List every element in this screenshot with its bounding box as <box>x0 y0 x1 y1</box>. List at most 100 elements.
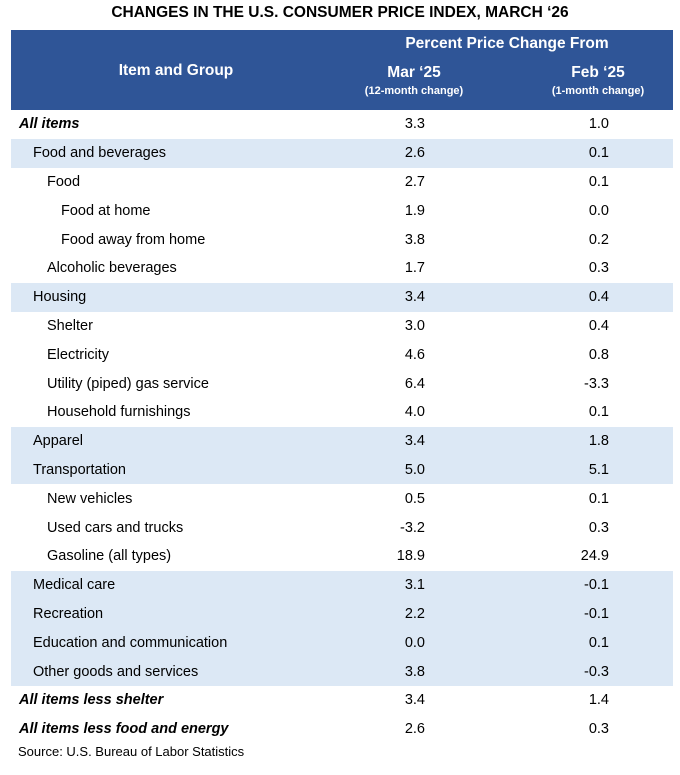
table-row: Medical care 3.1 -0.1 <box>11 570 673 600</box>
row-1-month-change: -0.1 <box>584 577 609 594</box>
row-1-month-change: 1.0 <box>588 116 609 133</box>
table-row: Used cars and trucks -3.2 0.3 <box>11 513 673 542</box>
row-1-month-change: 1.8 <box>588 433 609 450</box>
table-header: Item and Group Percent Price Change From… <box>11 30 673 110</box>
header-percent-change-from: Percent Price Change From <box>405 35 609 52</box>
row-12-month-change: 3.8 <box>404 663 425 680</box>
row-label: Apparel <box>33 433 83 450</box>
row-12-month-change: 1.7 <box>404 260 425 277</box>
table-row: Food away from home 3.8 0.2 <box>11 225 673 254</box>
row-label: Housing <box>33 289 87 306</box>
row-12-month-change: 4.6 <box>404 346 425 363</box>
row-1-month-change: 0.1 <box>588 490 609 507</box>
row-12-month-change: 3.0 <box>404 317 425 334</box>
row-label: Food and beverages <box>33 145 167 162</box>
table-row: Education and communication 0.0 0.1 <box>11 628 673 658</box>
table-row: Gasoline (all types) 18.9 24.9 <box>11 542 673 571</box>
row-12-month-change: 3.1 <box>404 577 425 594</box>
row-1-month-change: 0.2 <box>588 231 609 248</box>
row-label: All items less shelter <box>19 692 164 709</box>
row-12-month-change: 3.4 <box>404 433 425 450</box>
row-12-month-change: 3.3 <box>404 116 425 133</box>
table-row: All items less shelter 3.4 1.4 <box>11 686 673 715</box>
row-label: Used cars and trucks <box>47 519 184 536</box>
row-label: Alcoholic beverages <box>47 260 177 277</box>
table-row: Household furnishings 4.0 0.1 <box>11 398 673 427</box>
table-row: Utility (piped) gas service 6.4 -3.3 <box>11 369 673 398</box>
row-12-month-change: 3.4 <box>404 692 425 709</box>
table-row: Shelter 3.0 0.4 <box>11 312 673 341</box>
row-1-month-change: 5.1 <box>588 461 609 478</box>
row-12-month-change: 1.9 <box>404 202 425 219</box>
row-12-month-change: 2.6 <box>404 145 425 162</box>
table-row: Other goods and services 3.8 -0.3 <box>11 657 673 686</box>
table-row: Food 2.7 0.1 <box>11 168 673 197</box>
row-label: Education and communication <box>33 634 228 651</box>
row-label: Household furnishings <box>47 404 191 421</box>
row-label: Shelter <box>47 317 93 334</box>
row-label: Utility (piped) gas service <box>47 375 209 392</box>
table-row: Electricity 4.6 0.8 <box>11 340 673 369</box>
row-12-month-change: 3.8 <box>404 231 425 248</box>
row-1-month-change: 0.8 <box>588 346 609 363</box>
table-row: Food and beverages 2.6 0.1 <box>11 138 673 168</box>
row-1-month-change: 24.9 <box>580 548 609 565</box>
table-row: Alcoholic beverages 1.7 0.3 <box>11 254 673 283</box>
source-note: Source: U.S. Bureau of Labor Statistics <box>18 744 245 759</box>
row-label: Medical care <box>33 577 116 594</box>
cpi-table: Item and Group Percent Price Change From… <box>11 30 673 744</box>
row-label: Transportation <box>33 461 126 478</box>
table-body: All items 3.3 1.0 Food and beverages 2.6 0.1 F… <box>11 110 673 744</box>
row-12-month-change: 5.0 <box>404 461 425 478</box>
row-12-month-change: 0.5 <box>404 490 425 507</box>
table-row: All items 3.3 1.0 <box>11 110 673 139</box>
row-1-month-change: 0.1 <box>588 145 609 162</box>
header-col-1-month-sub: (1-month change) <box>551 85 645 97</box>
row-12-month-change: 4.0 <box>404 404 425 421</box>
row-1-month-change: 0.4 <box>588 317 609 334</box>
row-1-month-change: 0.0 <box>588 202 609 219</box>
row-label: Electricity <box>47 346 110 363</box>
row-12-month-change: 0.0 <box>404 634 425 651</box>
table-row: Food at home 1.9 0.0 <box>11 196 673 225</box>
row-1-month-change: 0.4 <box>588 289 609 306</box>
table-row: Housing 3.4 0.4 <box>11 282 673 312</box>
row-label: Recreation <box>33 605 104 622</box>
row-12-month-change: 6.4 <box>404 375 425 392</box>
row-label: Food away from home <box>61 231 206 248</box>
table-row: Apparel 3.4 1.8 <box>11 426 673 456</box>
row-12-month-change: 2.7 <box>404 173 425 190</box>
row-1-month-change: -3.3 <box>584 375 609 392</box>
row-1-month-change: 1.4 <box>588 692 609 709</box>
row-1-month-change: -0.3 <box>584 663 609 680</box>
row-1-month-change: -0.1 <box>584 605 609 622</box>
row-label: Food at home <box>61 202 151 219</box>
row-12-month-change: 2.2 <box>404 605 425 622</box>
row-12-month-change: 2.6 <box>404 721 425 738</box>
header-item-and-group: Item and Group <box>118 62 234 79</box>
row-label: All items <box>19 116 80 133</box>
row-1-month-change: 0.3 <box>588 721 609 738</box>
row-label: Other goods and services <box>33 663 199 680</box>
row-label: Food <box>47 173 81 190</box>
row-12-month-change: -3.2 <box>400 519 425 536</box>
header-col-12-month-sub: (12-month change) <box>364 85 464 97</box>
table-row: All items less food and energy 2.6 0.3 <box>11 715 673 744</box>
row-1-month-change: 0.3 <box>588 260 609 277</box>
row-1-month-change: 0.3 <box>588 519 609 536</box>
header-col-12-month-label: Mar ‘25 <box>387 64 441 81</box>
row-1-month-change: 0.1 <box>588 173 609 190</box>
table-row: Recreation 2.2 -0.1 <box>11 599 673 629</box>
row-12-month-change: 3.4 <box>404 289 425 306</box>
table-row: Transportation 5.0 5.1 <box>11 455 673 485</box>
row-1-month-change: 0.1 <box>588 404 609 421</box>
header-col-1-month-label: Feb ‘25 <box>571 64 625 81</box>
table-title: CHANGES IN THE U.S. CONSUMER PRICE INDEX… <box>111 4 569 21</box>
row-label: All items less food and energy <box>19 721 229 738</box>
header-col-12-month: Mar ‘25 (12-month change) <box>329 64 499 97</box>
row-1-month-change: 0.1 <box>588 634 609 651</box>
row-label: Gasoline (all types) <box>47 548 172 565</box>
row-12-month-change: 18.9 <box>396 548 425 565</box>
table-row: New vehicles 0.5 0.1 <box>11 484 673 513</box>
header-col-1-month: Feb ‘25 (1-month change) <box>513 64 680 97</box>
